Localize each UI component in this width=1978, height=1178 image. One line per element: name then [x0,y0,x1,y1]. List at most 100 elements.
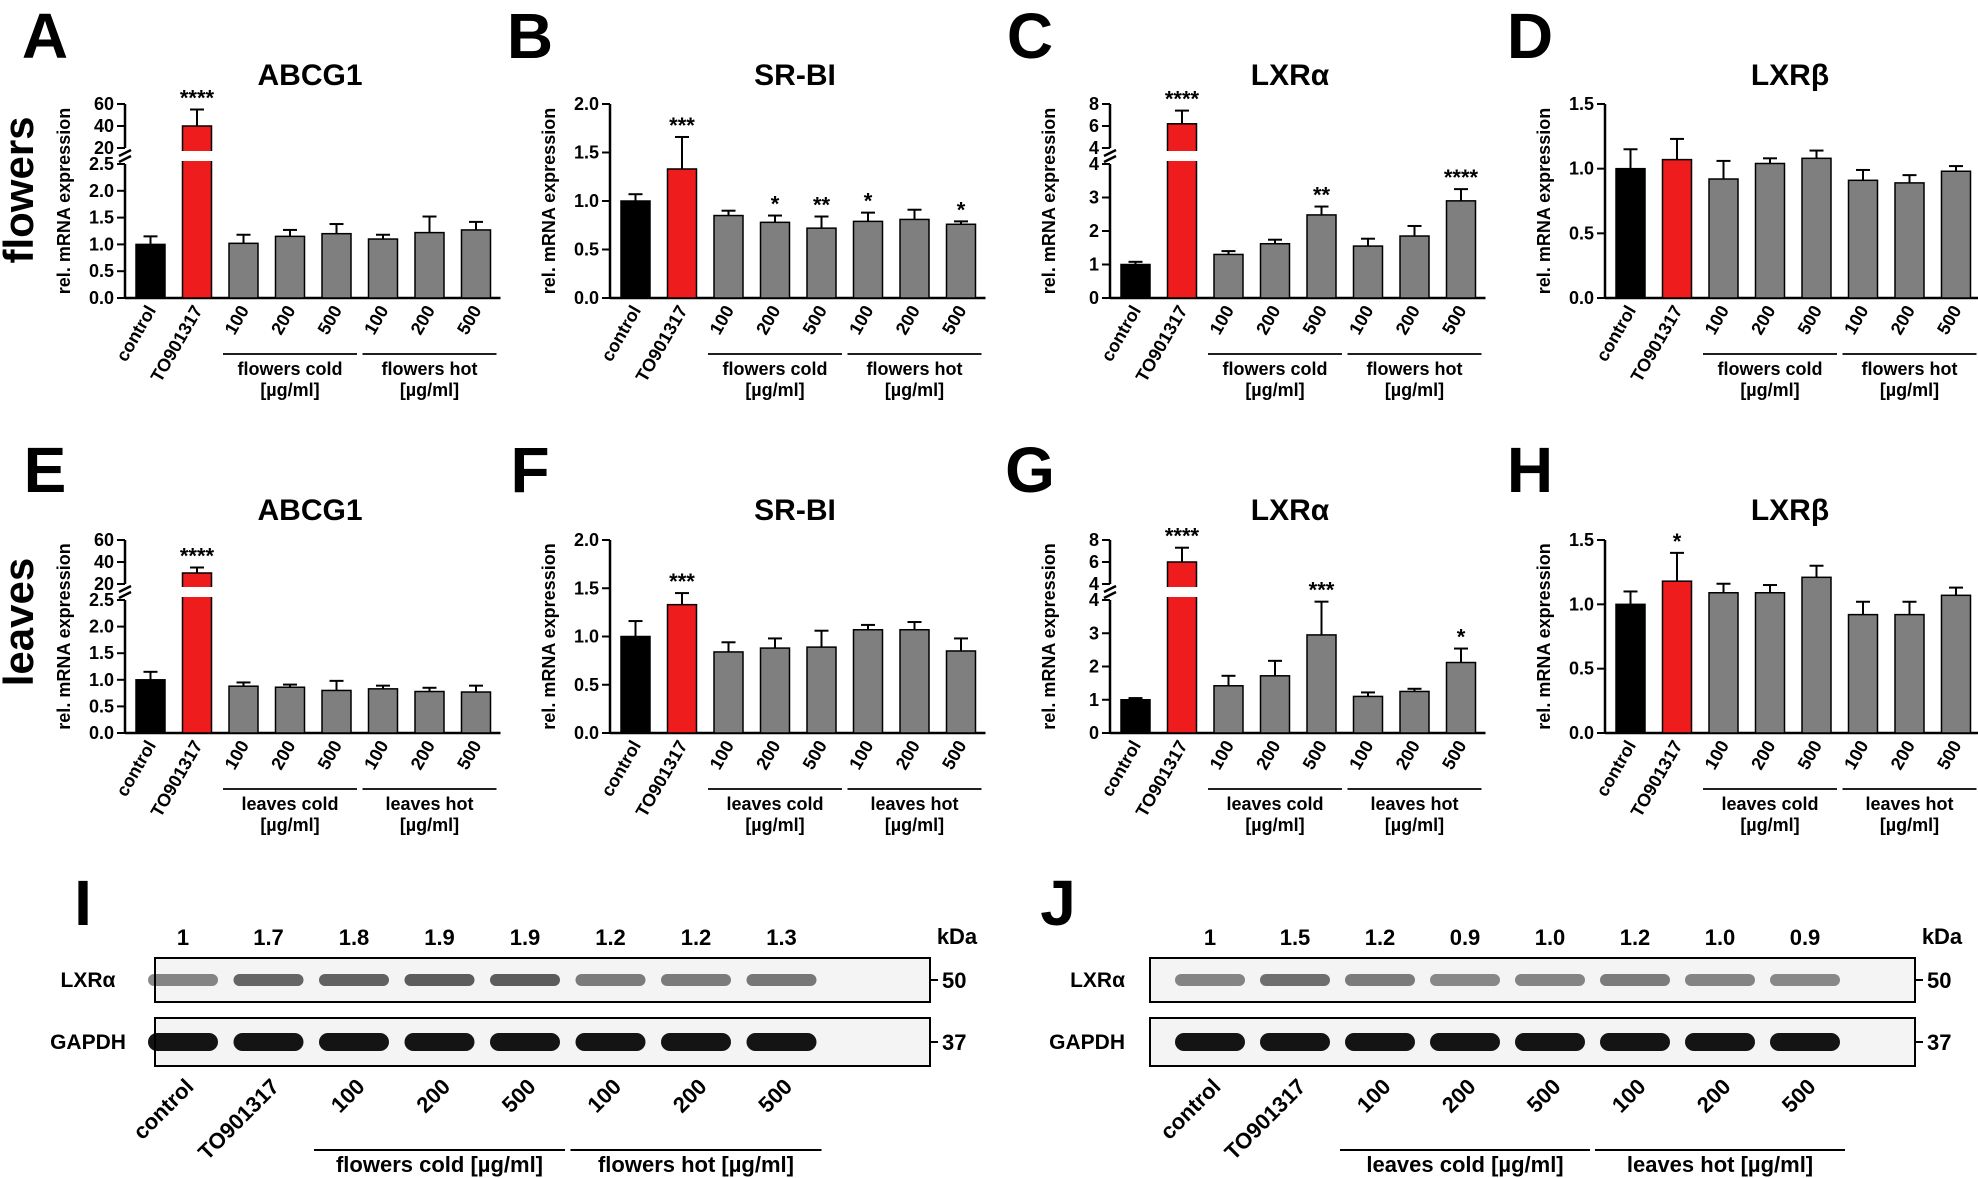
bar [945,650,977,734]
y-axis-label: rel. mRNA expression [539,543,559,729]
quantification-value: 1.3 [766,925,797,950]
lane-label: 200 [411,1074,455,1118]
x-tick-label: control [597,302,645,365]
bar-break-gap [1165,151,1199,161]
lane-label: control [1155,1074,1225,1144]
group-label: flowers hot [866,359,962,379]
x-tick-label: 100 [221,737,253,773]
bar [1940,170,1972,299]
bar [274,686,306,734]
y-tick-label: 1.0 [574,191,599,211]
protein-band [1175,974,1245,986]
y-axis-label: rel. mRNA expression [54,108,74,294]
significance-label: *** [1309,578,1335,603]
protein-band [1260,974,1330,986]
y-tick-label: 20 [94,574,114,594]
group-label: leaves cold [1721,794,1818,814]
panel-letter: J [1040,867,1076,939]
x-tick-label: 500 [799,302,831,338]
bar [460,691,492,734]
group-unit: [µg/ml] [1740,380,1799,400]
bar [759,221,791,299]
protein-band [1515,974,1585,986]
chart-title: SR-BI [754,59,836,92]
quantification-value: 1.2 [681,925,712,950]
protein-band [404,1033,475,1051]
x-tick-label: 500 [1794,302,1826,338]
bar [666,168,698,299]
protein-band [490,1033,560,1051]
x-tick-label: 500 [1299,737,1331,773]
chart-title: ABCG1 [257,494,362,527]
x-tick-label: 500 [453,737,485,773]
quantification-value: 1.9 [510,925,541,950]
bar [367,238,399,299]
quantification-value: 1 [177,925,189,950]
y-tick-label: 1 [1089,255,1099,275]
lane-label: TO901317 [193,1074,284,1165]
y-tick-label: 1.5 [1569,94,1594,114]
group-unit: [µg/ml] [1385,380,1444,400]
protein-band [1685,974,1755,986]
x-tick-label: 200 [1392,737,1424,773]
significance-label: *** [669,569,695,594]
y-tick-label: 0.0 [89,723,114,743]
group-unit: [µg/ml] [885,815,944,835]
panel-letter: D [1507,0,1553,72]
y-tick-label: 60 [94,530,114,550]
chart-title: LXRβ [1751,494,1829,527]
y-tick-label: 60 [94,94,114,114]
group-label: leaves hot [µg/ml] [1627,1152,1813,1177]
x-tick-label: 200 [752,302,784,338]
protein-band [1600,974,1670,986]
y-tick-label: 0.5 [1569,659,1594,679]
x-tick-label: 200 [752,737,784,773]
kda-label: kDa [937,924,978,949]
panel-A: A ABCG1 rel. mRNA expression 0.0 0.5 1.0 1.5 2.… [22,0,501,400]
x-tick-label: 500 [314,737,346,773]
bar [666,603,698,734]
group-label: leaves hot [1865,794,1953,814]
x-tick-label: 200 [1747,737,1779,773]
x-tick-label: 500 [453,302,485,338]
significance-label: * [957,197,966,222]
y-tick-label: 20 [94,138,114,158]
panel-letter: C [1007,0,1053,72]
bar [1166,123,1198,299]
lane-label: 100 [582,1074,626,1118]
panel-B: B SR-BI rel. mRNA expression 0.0 0.5 1.0 1.5 2.… [507,0,986,400]
bar [1940,594,1972,734]
bar [620,635,651,734]
bar [135,243,166,299]
y-tick-label: 0.0 [574,723,599,743]
group-label: leaves hot [1370,794,1458,814]
protein-band [233,1033,304,1051]
group-label: leaves cold [µg/ml] [1366,1152,1563,1177]
bar [1445,200,1477,299]
y-tick-label: 2.5 [89,154,114,174]
y-tick-label: 1 [1089,690,1099,710]
group-label: leaves cold [1226,794,1323,814]
lane-label: 200 [668,1074,712,1118]
x-tick-label: control [1097,302,1145,365]
protein-band [1175,1033,1245,1051]
group-label: flowers cold [1717,359,1822,379]
group-label: leaves cold [726,794,823,814]
y-tick-label: 0.0 [89,288,114,308]
y-tick-label: 0.5 [89,696,114,716]
bar [1847,613,1879,734]
row-label-leaves: leaves [0,558,42,686]
panel-D: D LXRβ rel. mRNA expression 0.0 0.5 1.0 1.5 con… [1507,0,1978,400]
bar [1847,179,1879,299]
group-label: flowers cold [µg/ml] [336,1152,543,1177]
group-unit: [µg/ml] [1880,815,1939,835]
y-tick-label: 8 [1089,94,1099,114]
quantification-value: 1.8 [339,925,370,950]
bar [460,229,492,299]
y-axis-label: rel. mRNA expression [539,108,559,294]
protein-band [746,974,817,986]
group-label: leaves cold [241,794,338,814]
bar [1894,613,1925,734]
bar [852,220,884,299]
x-tick-label: 100 [1701,737,1733,773]
